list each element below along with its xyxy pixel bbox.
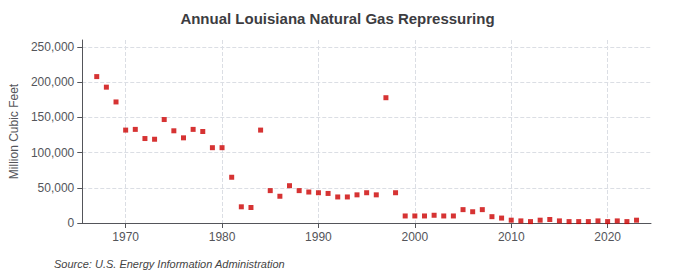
svg-text:Million Cubic Feet: Million Cubic Feet [7, 83, 21, 179]
svg-text:2020: 2020 [594, 230, 621, 244]
svg-text:0: 0 [68, 216, 75, 230]
svg-text:1970: 1970 [112, 230, 139, 244]
svg-text:150,000: 150,000 [31, 110, 75, 124]
svg-text:200,000: 200,000 [31, 75, 75, 89]
svg-text:100,000: 100,000 [31, 146, 75, 160]
svg-text:2010: 2010 [498, 230, 525, 244]
svg-text:1990: 1990 [305, 230, 332, 244]
svg-text:Annual Louisiana Natural Gas R: Annual Louisiana Natural Gas Repressurin… [180, 10, 494, 27]
svg-text:2000: 2000 [401, 230, 428, 244]
svg-text:50,000: 50,000 [38, 181, 75, 195]
svg-text:Source: U.S. Energy Informatio: Source: U.S. Energy Information Administ… [54, 258, 285, 270]
svg-text:1980: 1980 [209, 230, 236, 244]
svg-text:250,000: 250,000 [31, 40, 75, 54]
